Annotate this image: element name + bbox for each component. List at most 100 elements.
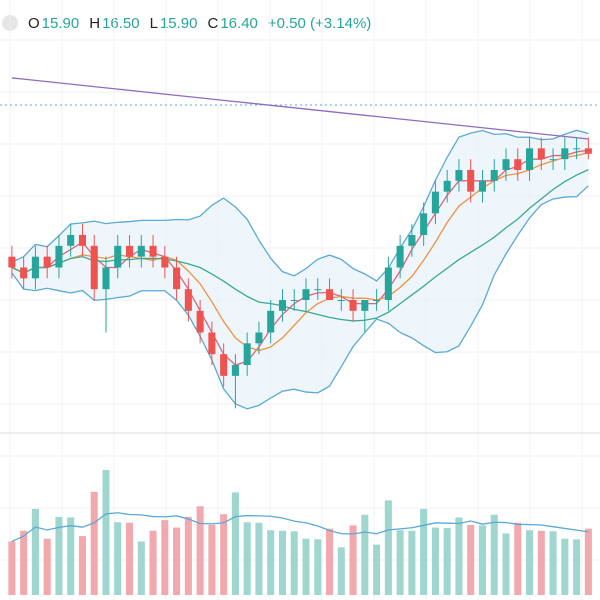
candle-body xyxy=(420,213,428,235)
candle-body xyxy=(184,289,192,311)
volume-bar xyxy=(326,528,334,595)
candle-body xyxy=(467,170,475,192)
candle-body xyxy=(220,354,228,376)
candle-body xyxy=(408,235,416,246)
change-value: +0.50 (+3.14%) xyxy=(267,14,372,32)
candle-body xyxy=(102,267,110,290)
candle-body xyxy=(478,180,486,192)
candle-body xyxy=(114,245,122,268)
candle-body xyxy=(290,300,298,301)
volume-bar xyxy=(361,514,369,595)
bollinger-upper-line xyxy=(11,129,589,282)
volume-bar xyxy=(173,527,181,595)
volume-bar xyxy=(561,538,569,595)
close-value: C 16.40 xyxy=(207,14,258,32)
ma-long-line xyxy=(11,77,589,140)
ma-mid-line xyxy=(11,152,589,352)
volume-bar xyxy=(314,539,322,595)
high-value: H 16.50 xyxy=(89,14,140,32)
candle-body xyxy=(326,289,334,300)
volume-bar xyxy=(78,536,86,595)
candle-body xyxy=(502,159,510,170)
candle-body xyxy=(31,256,39,279)
volume-bar xyxy=(55,516,63,595)
volume-bar xyxy=(349,525,357,595)
volume-bar xyxy=(161,520,169,595)
volume-bar xyxy=(102,470,110,595)
candle-body xyxy=(126,245,134,257)
volume-bar xyxy=(196,506,204,595)
volume-bar xyxy=(396,530,404,595)
candle-body xyxy=(490,170,498,181)
volume-bar xyxy=(408,530,416,595)
low-value: L 15.90 xyxy=(149,14,198,32)
volume-bar xyxy=(549,531,557,595)
volume-bar xyxy=(384,500,392,595)
candle-body xyxy=(384,267,392,300)
volume-bar xyxy=(231,492,239,595)
volume-bar xyxy=(455,517,463,595)
candle-body xyxy=(208,332,216,355)
volume-bar xyxy=(114,522,122,595)
ma-slow-line xyxy=(11,169,589,322)
volume-bar xyxy=(478,525,486,595)
volume-bar xyxy=(302,538,310,595)
volume-bar xyxy=(490,514,498,595)
candle-body xyxy=(43,256,51,268)
candle-body xyxy=(8,256,16,268)
volume-bar xyxy=(20,530,28,595)
ohlc-legend: O 15.90 H 16.50 L 15.90 C 16.40 +0.50 (+3.14… xyxy=(0,12,420,34)
candle-body xyxy=(361,300,369,311)
volume-bar xyxy=(126,522,134,595)
candle-body xyxy=(278,300,286,311)
candle-body xyxy=(514,159,522,170)
volume-bar xyxy=(90,491,98,595)
volume-bar xyxy=(31,508,39,595)
volume-bar xyxy=(420,508,428,595)
candle-body xyxy=(549,159,557,161)
candle-body xyxy=(173,267,181,290)
candle-body xyxy=(314,289,322,291)
volume-bar xyxy=(431,527,439,595)
candle-body xyxy=(561,148,569,160)
volume-bar xyxy=(537,530,545,595)
volume-bar xyxy=(526,530,534,595)
candle-body xyxy=(243,343,251,365)
candle-body xyxy=(396,245,404,268)
volume-bar xyxy=(373,544,381,595)
volume-bar xyxy=(467,524,475,595)
candle-body xyxy=(137,245,145,257)
candle-body xyxy=(373,300,381,301)
candle-body xyxy=(149,245,157,257)
volume-bar xyxy=(584,528,592,595)
volume-bar xyxy=(278,530,286,595)
volume-bar xyxy=(267,530,275,595)
volume-bar xyxy=(255,522,263,595)
candle-body xyxy=(67,235,75,246)
open-value: O 15.90 xyxy=(28,14,80,32)
candle-body xyxy=(267,310,275,333)
volume-bar xyxy=(220,514,228,595)
volume-bar xyxy=(137,541,145,595)
candle-body xyxy=(231,365,239,376)
volume-bar xyxy=(149,530,157,595)
candle-body xyxy=(78,235,86,246)
candle-body xyxy=(349,300,357,311)
volume-bar xyxy=(502,533,510,595)
bollinger-lower-line xyxy=(11,185,589,410)
candle-body xyxy=(161,256,169,268)
candle-body xyxy=(20,267,28,279)
volume-bar xyxy=(184,516,192,595)
bollinger-band-fill xyxy=(11,130,589,409)
candle-body xyxy=(90,245,98,290)
candle-body xyxy=(196,310,204,333)
volume-bar xyxy=(8,541,16,595)
candle-body xyxy=(455,170,463,181)
candle-body xyxy=(584,148,592,154)
volume-ma-line xyxy=(11,512,589,543)
volume-bar xyxy=(43,538,51,595)
volume-bar xyxy=(67,517,75,595)
candle-body xyxy=(573,148,581,150)
candle-body xyxy=(431,191,439,214)
